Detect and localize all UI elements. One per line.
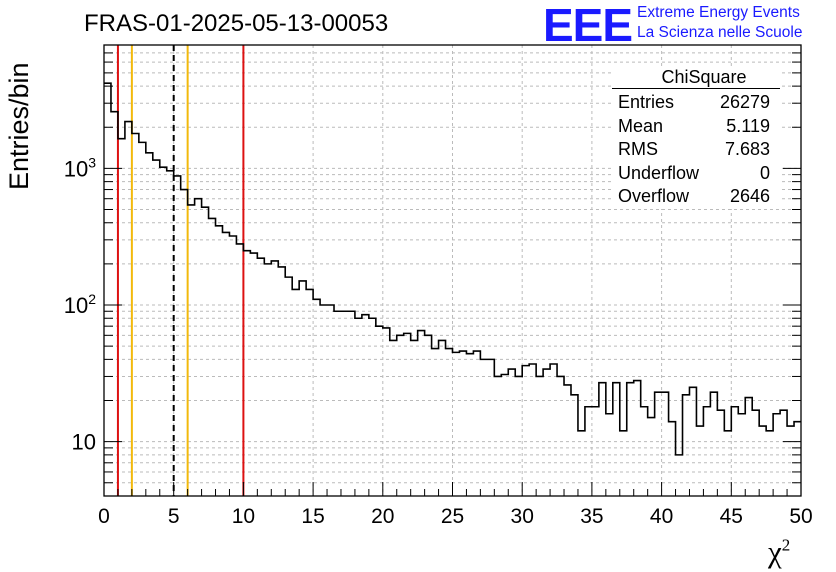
stats-value: 0 (759, 162, 770, 183)
histogram-line (104, 82, 801, 456)
x-axis-symbol: χ (768, 534, 782, 569)
x-tick-label: 45 (720, 505, 743, 528)
x-tick-labels: 0 5 10 15 20 25 30 35 40 45 50 (98, 505, 813, 528)
x-tick-label: 0 (98, 505, 110, 528)
y-tick-label: 10 (72, 430, 96, 455)
stats-label: Entries (618, 92, 675, 112)
grid (104, 44, 801, 497)
x-tick-label: 40 (650, 505, 673, 528)
stats-box: ChiSquare Entries 26279 Mean 5.119 RMS 7… (612, 66, 780, 209)
y-tick-base: 10 (64, 156, 88, 181)
y-tick-label: 102 (64, 291, 96, 318)
stats-label: Mean (618, 115, 664, 136)
x-tick-label: 25 (441, 505, 464, 528)
stats-label: Overflow (618, 186, 690, 206)
y-tick-exponent: 3 (88, 154, 96, 170)
x-tick-label: 15 (301, 505, 324, 528)
stats-row-rms: RMS 7.683 (612, 138, 780, 162)
x-tick-label: 10 (232, 505, 255, 528)
y-tick-base: 10 (72, 430, 96, 455)
x-axis-label: χ2 (768, 534, 790, 570)
y-tick-label: 103 (64, 154, 96, 181)
stats-value: 2646 (729, 186, 770, 206)
stats-label: RMS (618, 139, 658, 159)
stats-row-overflow: Overflow 2646 (612, 185, 780, 209)
stats-row-underflow: Underflow 0 (612, 162, 780, 186)
logo-line-2: La Scienza nelle Scuole (637, 24, 803, 41)
y-tick-base: 10 (64, 293, 88, 318)
x-axis-exponent: 2 (781, 535, 791, 555)
stats-label: Underflow (618, 162, 700, 183)
stats-row-mean: Mean 5.119 (612, 115, 780, 139)
x-tick-label: 20 (371, 505, 394, 528)
axis-ticks (103, 44, 802, 497)
logo-line-1: Extreme Energy Events (637, 4, 800, 21)
stats-title: ChiSquare (612, 66, 780, 89)
x-tick-label: 5 (168, 505, 180, 528)
logo-caption: Extreme Energy Events La Scienza nelle S… (637, 3, 802, 43)
stats-value: 7.683 (724, 139, 770, 159)
x-tick-label: 30 (511, 505, 534, 528)
x-tick-label: 50 (789, 505, 812, 528)
marker-lines (116, 45, 245, 496)
stats-value: 26279 (719, 92, 770, 112)
plot-title: FRAS-01-2025-05-13-00053 (84, 10, 389, 37)
eee-logo: EEE (543, 0, 633, 51)
y-tick-exponent: 2 (88, 291, 96, 307)
stats-value: 5.119 (726, 115, 770, 136)
stats-row-entries: Entries 26279 (612, 91, 780, 115)
y-axis-label: Entries/bin (4, 62, 34, 190)
x-tick-label: 35 (580, 505, 603, 528)
